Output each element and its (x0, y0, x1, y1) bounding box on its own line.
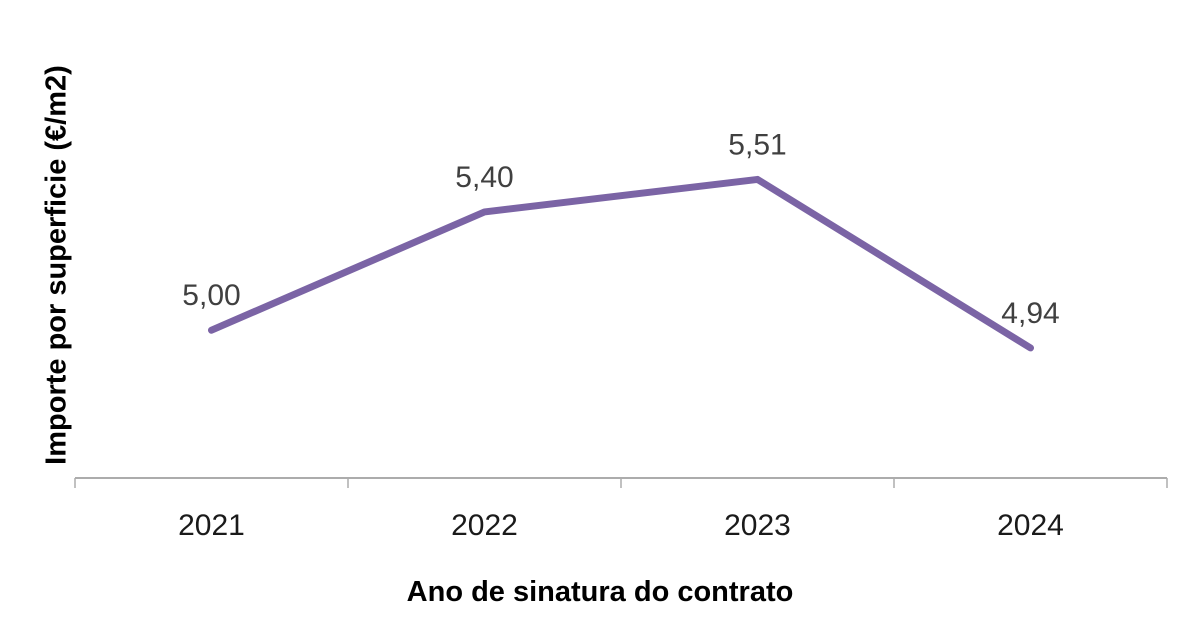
series-line (208, 175, 1034, 352)
x-tick-label: 2022 (451, 509, 518, 542)
x-tick-label: 2024 (997, 509, 1064, 542)
data-label: 5,51 (728, 128, 786, 161)
data-label: 5,00 (182, 279, 240, 312)
y-axis-title: Importe por superficie (€/m2) (40, 65, 73, 465)
data-label: 4,94 (1001, 297, 1059, 330)
x-axis-title: Ano de sinatura do contrato (406, 576, 794, 608)
x-tick-label: 2023 (724, 509, 791, 542)
x-tick-label: 2021 (178, 509, 245, 542)
data-label: 5,40 (455, 161, 513, 194)
